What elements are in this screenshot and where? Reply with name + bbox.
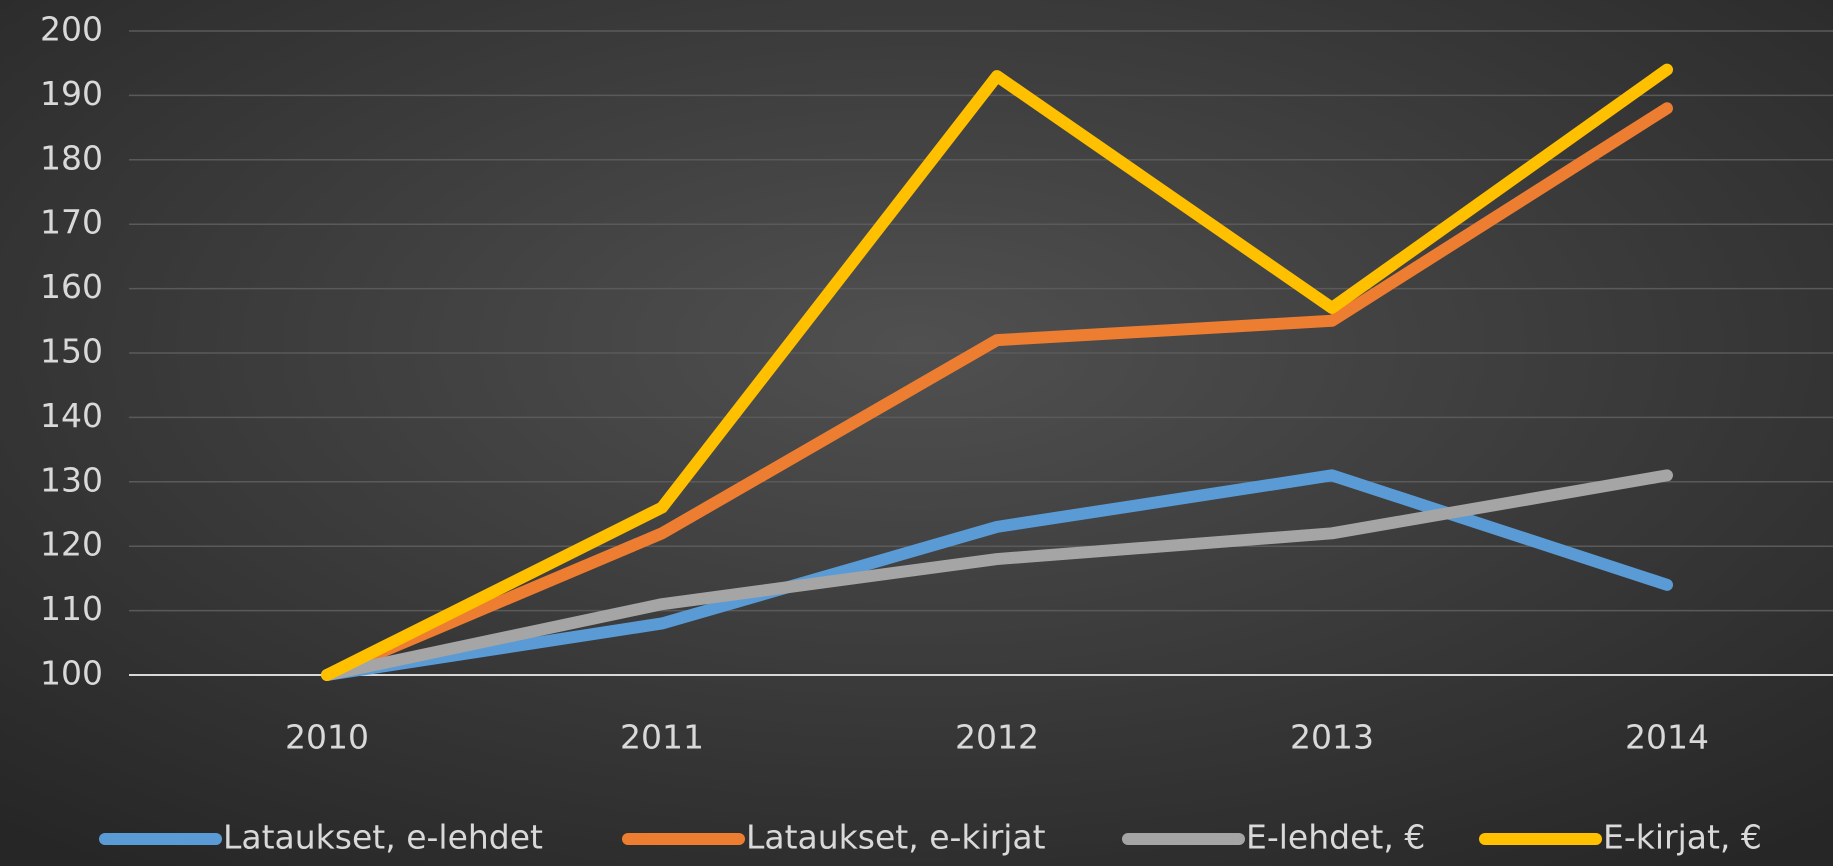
x-tick-label: 2013 — [1290, 718, 1374, 757]
y-tick-label: 200 — [40, 10, 103, 49]
legend-label: E-kirjat, € — [1603, 818, 1762, 857]
series-line — [321, 63, 1673, 681]
y-tick-label: 170 — [40, 203, 103, 242]
series-line — [321, 469, 1673, 681]
series-line — [321, 102, 1673, 681]
legend-label: Lataukset, e-kirjat — [746, 818, 1046, 857]
x-tick-label: 2014 — [1625, 718, 1709, 757]
y-tick-label: 100 — [40, 654, 103, 693]
y-tick-label: 120 — [40, 525, 103, 564]
y-tick-label: 160 — [40, 267, 103, 306]
x-tick-label: 2012 — [955, 718, 1039, 757]
legend-label: E-lehdet, € — [1246, 818, 1425, 857]
x-tick-label: 2011 — [620, 718, 704, 757]
y-tick-label: 180 — [40, 138, 103, 177]
y-tick-label: 150 — [40, 332, 103, 371]
y-tick-label: 110 — [40, 589, 103, 628]
legend-label: Lataukset, e-lehdet — [223, 818, 543, 857]
y-tick-label: 190 — [40, 74, 103, 113]
y-tick-label: 130 — [40, 460, 103, 499]
x-tick-label: 2010 — [285, 718, 369, 757]
y-tick-label: 140 — [40, 396, 103, 435]
